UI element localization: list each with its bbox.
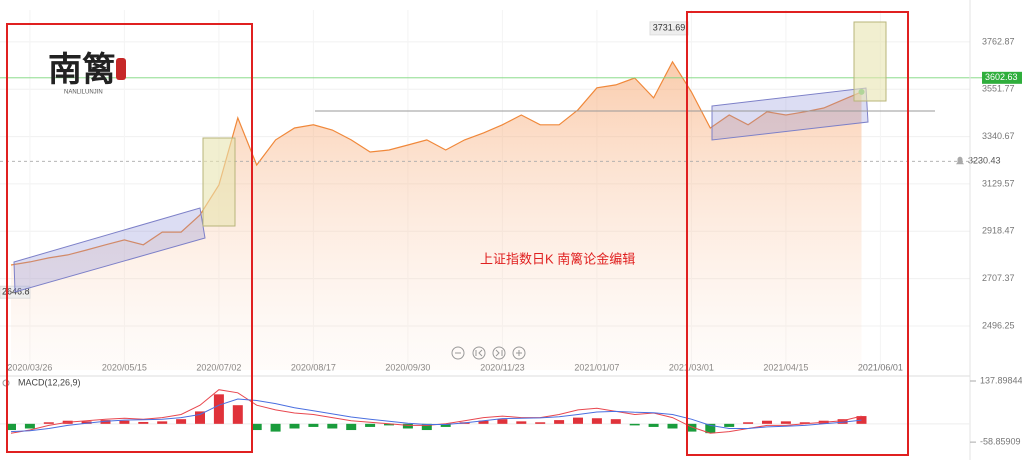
- macd-bar: [705, 423, 716, 434]
- price-line: [10, 60, 862, 266]
- channel: [13, 207, 206, 293]
- macd-title: MACD(12,26,9): [18, 377, 81, 387]
- macd-bar: [232, 405, 243, 424]
- red-frame: [6, 23, 253, 453]
- macd-bar: [365, 423, 376, 427]
- red-frame: [686, 11, 909, 456]
- macd-bar: [6, 423, 16, 431]
- highlight-box: [202, 137, 236, 227]
- alert-label: 3230.43: [968, 156, 1001, 166]
- macd-bar: [327, 423, 338, 429]
- macd-bar: [421, 423, 432, 431]
- bell-icon: [956, 156, 964, 165]
- macd-bar: [780, 421, 791, 424]
- price-panel: 2496.25 2707.37 2918.47 3129.57 3340.67 3551.…: [0, 10, 1022, 372]
- y-tick-label: 3762.87: [982, 36, 1015, 46]
- macd-bar: [724, 423, 735, 427]
- macd-bar: [573, 417, 583, 424]
- prev[interactable]: [472, 346, 486, 360]
- macd-bar: [837, 419, 848, 424]
- macd-bar: [686, 423, 697, 432]
- macd-bar: [478, 420, 489, 424]
- macd-bar: [81, 421, 92, 424]
- macd-line: [10, 398, 862, 433]
- y-tick-label: 3340.67: [982, 131, 1015, 141]
- zoom-out[interactable]: [451, 346, 465, 360]
- macd-bar: [346, 423, 357, 431]
- y-tick-label: 2496.25: [982, 320, 1015, 330]
- next[interactable]: [492, 346, 506, 360]
- annotation: 上证指数日K 南篱论金编辑: [480, 251, 635, 266]
- y-tick-label: 3551.77: [982, 84, 1015, 94]
- highlight-box: [853, 21, 887, 102]
- macd-bar: [157, 421, 168, 424]
- macd-bar: [384, 423, 394, 426]
- macd-bar: [648, 423, 659, 427]
- macd-bar: [24, 423, 35, 429]
- macd-bar: [195, 411, 205, 424]
- macd-bar: [119, 420, 130, 424]
- logo-title: 南篱: [48, 50, 116, 90]
- channel: [711, 87, 869, 141]
- macd-bar: [100, 420, 111, 424]
- logo-seal: [116, 58, 126, 80]
- macd-bar: [591, 418, 602, 424]
- macd-bar: [554, 420, 565, 424]
- y-tick-label: 2707.37: [982, 273, 1015, 283]
- macd-bar: [856, 416, 867, 424]
- y-tick-label: 3129.57: [982, 178, 1015, 188]
- macd-bar: [213, 394, 224, 424]
- nav-buttons: [451, 346, 526, 360]
- macd-bar: [743, 422, 754, 424]
- y-tick-label: 2918.47: [982, 226, 1015, 236]
- y-tick-label: 137.89844: [980, 375, 1022, 385]
- nav-icons: [455, 349, 522, 357]
- macd-bar: [138, 421, 149, 424]
- macd-bar: [289, 423, 300, 429]
- macd-bar: [799, 422, 810, 424]
- macd-bar: [251, 423, 262, 431]
- price-area: [11, 61, 862, 371]
- macd-bar: [762, 420, 772, 424]
- logo-subtitle: NANLILUNJIN: [64, 90, 103, 96]
- macd-bar: [497, 419, 508, 424]
- macd-bar: [610, 419, 621, 424]
- macd-bar: [176, 419, 187, 424]
- macd-bar: [43, 422, 54, 424]
- macd-bar: [516, 421, 527, 424]
- high-label: 3731.69: [653, 23, 686, 33]
- macd-bar: [629, 423, 640, 426]
- macd-bar: [440, 423, 451, 427]
- macd-bar: [270, 423, 281, 432]
- macd-bar: [667, 423, 678, 429]
- macd-bar: [402, 423, 413, 429]
- zoom-in[interactable]: [512, 346, 526, 360]
- macd-bar: [308, 423, 319, 427]
- x-tick-label: 2021/06/01: [858, 362, 903, 372]
- y-tick-label: -58.85909: [980, 436, 1021, 446]
- current-price-box: [982, 71, 1022, 84]
- macd-bar: [535, 422, 546, 424]
- current-price-label: 3602.63: [985, 72, 1018, 82]
- macd-panel: MACD(12,26,9) -58.85909 137.89844: [0, 375, 1022, 446]
